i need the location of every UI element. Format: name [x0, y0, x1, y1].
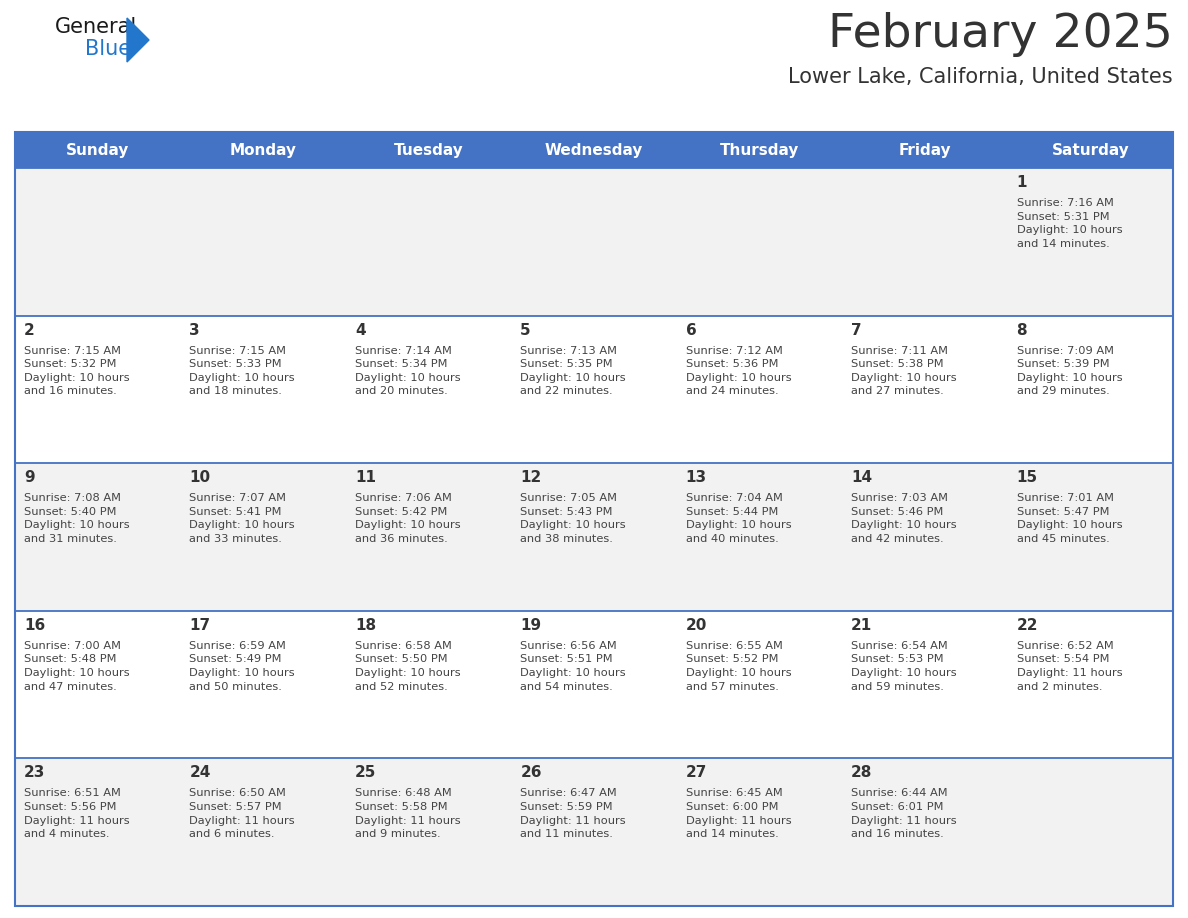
Text: Sunrise: 6:58 AM
Sunset: 5:50 PM
Daylight: 10 hours
and 52 minutes.: Sunrise: 6:58 AM Sunset: 5:50 PM Dayligh… — [355, 641, 461, 691]
Text: 20: 20 — [685, 618, 707, 633]
Text: Sunrise: 7:00 AM
Sunset: 5:48 PM
Daylight: 10 hours
and 47 minutes.: Sunrise: 7:00 AM Sunset: 5:48 PM Dayligh… — [24, 641, 129, 691]
Text: Lower Lake, California, United States: Lower Lake, California, United States — [789, 67, 1173, 87]
Text: 13: 13 — [685, 470, 707, 486]
Text: Sunrise: 6:55 AM
Sunset: 5:52 PM
Daylight: 10 hours
and 57 minutes.: Sunrise: 6:55 AM Sunset: 5:52 PM Dayligh… — [685, 641, 791, 691]
Text: 21: 21 — [851, 618, 872, 633]
Text: Sunrise: 6:47 AM
Sunset: 5:59 PM
Daylight: 11 hours
and 11 minutes.: Sunrise: 6:47 AM Sunset: 5:59 PM Dayligh… — [520, 789, 626, 839]
Text: Sunrise: 7:05 AM
Sunset: 5:43 PM
Daylight: 10 hours
and 38 minutes.: Sunrise: 7:05 AM Sunset: 5:43 PM Dayligh… — [520, 493, 626, 544]
Text: Blue: Blue — [86, 39, 131, 59]
Text: Saturday: Saturday — [1051, 142, 1129, 158]
Text: 1: 1 — [1017, 175, 1028, 190]
Text: 15: 15 — [1017, 470, 1037, 486]
Text: Sunday: Sunday — [67, 142, 129, 158]
Text: Sunrise: 6:59 AM
Sunset: 5:49 PM
Daylight: 10 hours
and 50 minutes.: Sunrise: 6:59 AM Sunset: 5:49 PM Dayligh… — [189, 641, 295, 691]
Text: 5: 5 — [520, 322, 531, 338]
Bar — [15, 758, 1173, 906]
Bar — [15, 316, 1173, 464]
Text: Sunrise: 7:13 AM
Sunset: 5:35 PM
Daylight: 10 hours
and 22 minutes.: Sunrise: 7:13 AM Sunset: 5:35 PM Dayligh… — [520, 345, 626, 397]
Text: 12: 12 — [520, 470, 542, 486]
Text: 23: 23 — [24, 766, 45, 780]
Text: Sunrise: 7:08 AM
Sunset: 5:40 PM
Daylight: 10 hours
and 31 minutes.: Sunrise: 7:08 AM Sunset: 5:40 PM Dayligh… — [24, 493, 129, 544]
Text: 17: 17 — [189, 618, 210, 633]
Text: Monday: Monday — [229, 142, 297, 158]
Text: 6: 6 — [685, 322, 696, 338]
Text: 18: 18 — [355, 618, 375, 633]
Text: 28: 28 — [851, 766, 872, 780]
Text: Sunrise: 6:56 AM
Sunset: 5:51 PM
Daylight: 10 hours
and 54 minutes.: Sunrise: 6:56 AM Sunset: 5:51 PM Dayligh… — [520, 641, 626, 691]
Text: 2: 2 — [24, 322, 34, 338]
Text: Sunrise: 7:11 AM
Sunset: 5:38 PM
Daylight: 10 hours
and 27 minutes.: Sunrise: 7:11 AM Sunset: 5:38 PM Dayligh… — [851, 345, 956, 397]
Text: 24: 24 — [189, 766, 210, 780]
Text: Sunrise: 6:44 AM
Sunset: 6:01 PM
Daylight: 11 hours
and 16 minutes.: Sunrise: 6:44 AM Sunset: 6:01 PM Dayligh… — [851, 789, 956, 839]
Bar — [15, 464, 1173, 610]
Text: Sunrise: 6:52 AM
Sunset: 5:54 PM
Daylight: 11 hours
and 2 minutes.: Sunrise: 6:52 AM Sunset: 5:54 PM Dayligh… — [1017, 641, 1123, 691]
Text: Sunrise: 7:09 AM
Sunset: 5:39 PM
Daylight: 10 hours
and 29 minutes.: Sunrise: 7:09 AM Sunset: 5:39 PM Dayligh… — [1017, 345, 1123, 397]
Text: 25: 25 — [355, 766, 377, 780]
Text: 9: 9 — [24, 470, 34, 486]
Text: 10: 10 — [189, 470, 210, 486]
Text: 4: 4 — [355, 322, 366, 338]
Text: Friday: Friday — [898, 142, 952, 158]
Text: Sunrise: 6:48 AM
Sunset: 5:58 PM
Daylight: 11 hours
and 9 minutes.: Sunrise: 6:48 AM Sunset: 5:58 PM Dayligh… — [355, 789, 461, 839]
Bar — [15, 168, 1173, 316]
Text: Sunrise: 7:07 AM
Sunset: 5:41 PM
Daylight: 10 hours
and 33 minutes.: Sunrise: 7:07 AM Sunset: 5:41 PM Dayligh… — [189, 493, 295, 544]
Text: 26: 26 — [520, 766, 542, 780]
Text: Sunrise: 7:01 AM
Sunset: 5:47 PM
Daylight: 10 hours
and 45 minutes.: Sunrise: 7:01 AM Sunset: 5:47 PM Dayligh… — [1017, 493, 1123, 544]
Text: Tuesday: Tuesday — [393, 142, 463, 158]
Text: Wednesday: Wednesday — [545, 142, 643, 158]
Text: 14: 14 — [851, 470, 872, 486]
Text: Thursday: Thursday — [720, 142, 800, 158]
Text: Sunrise: 7:06 AM
Sunset: 5:42 PM
Daylight: 10 hours
and 36 minutes.: Sunrise: 7:06 AM Sunset: 5:42 PM Dayligh… — [355, 493, 461, 544]
Text: Sunrise: 6:50 AM
Sunset: 5:57 PM
Daylight: 11 hours
and 6 minutes.: Sunrise: 6:50 AM Sunset: 5:57 PM Dayligh… — [189, 789, 295, 839]
Text: Sunrise: 6:51 AM
Sunset: 5:56 PM
Daylight: 11 hours
and 4 minutes.: Sunrise: 6:51 AM Sunset: 5:56 PM Dayligh… — [24, 789, 129, 839]
Text: Sunrise: 7:04 AM
Sunset: 5:44 PM
Daylight: 10 hours
and 40 minutes.: Sunrise: 7:04 AM Sunset: 5:44 PM Dayligh… — [685, 493, 791, 544]
Text: Sunrise: 7:14 AM
Sunset: 5:34 PM
Daylight: 10 hours
and 20 minutes.: Sunrise: 7:14 AM Sunset: 5:34 PM Dayligh… — [355, 345, 461, 397]
Text: 7: 7 — [851, 322, 861, 338]
Text: 27: 27 — [685, 766, 707, 780]
Text: Sunrise: 7:03 AM
Sunset: 5:46 PM
Daylight: 10 hours
and 42 minutes.: Sunrise: 7:03 AM Sunset: 5:46 PM Dayligh… — [851, 493, 956, 544]
Bar — [15, 610, 1173, 758]
Text: Sunrise: 7:15 AM
Sunset: 5:33 PM
Daylight: 10 hours
and 18 minutes.: Sunrise: 7:15 AM Sunset: 5:33 PM Dayligh… — [189, 345, 295, 397]
Text: 22: 22 — [1017, 618, 1038, 633]
Text: 3: 3 — [189, 322, 200, 338]
Text: Sunrise: 7:15 AM
Sunset: 5:32 PM
Daylight: 10 hours
and 16 minutes.: Sunrise: 7:15 AM Sunset: 5:32 PM Dayligh… — [24, 345, 129, 397]
Bar — [15, 132, 1173, 168]
Bar — [15, 132, 1173, 906]
Text: Sunrise: 7:12 AM
Sunset: 5:36 PM
Daylight: 10 hours
and 24 minutes.: Sunrise: 7:12 AM Sunset: 5:36 PM Dayligh… — [685, 345, 791, 397]
Text: February 2025: February 2025 — [828, 12, 1173, 57]
Text: Sunrise: 6:54 AM
Sunset: 5:53 PM
Daylight: 10 hours
and 59 minutes.: Sunrise: 6:54 AM Sunset: 5:53 PM Dayligh… — [851, 641, 956, 691]
Polygon shape — [127, 18, 148, 62]
Text: 19: 19 — [520, 618, 542, 633]
Text: 16: 16 — [24, 618, 45, 633]
Text: Sunrise: 6:45 AM
Sunset: 6:00 PM
Daylight: 11 hours
and 14 minutes.: Sunrise: 6:45 AM Sunset: 6:00 PM Dayligh… — [685, 789, 791, 839]
Text: General: General — [55, 17, 138, 37]
Text: 8: 8 — [1017, 322, 1028, 338]
Text: Sunrise: 7:16 AM
Sunset: 5:31 PM
Daylight: 10 hours
and 14 minutes.: Sunrise: 7:16 AM Sunset: 5:31 PM Dayligh… — [1017, 198, 1123, 249]
Text: 11: 11 — [355, 470, 375, 486]
